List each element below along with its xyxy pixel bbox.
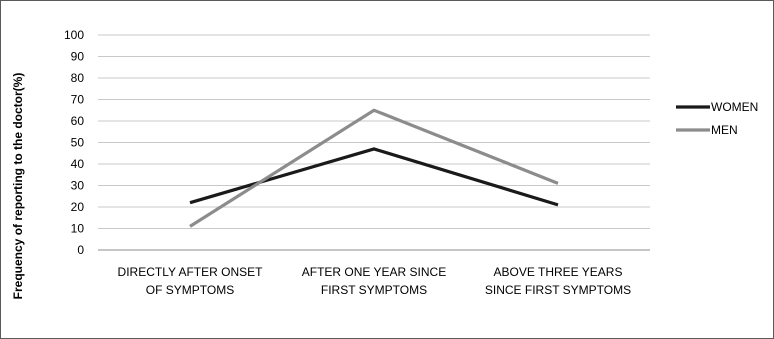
- legend-label-men: MEN: [711, 123, 738, 137]
- legend-label-women: WOMEN: [711, 100, 758, 114]
- y-tick-label: 80: [71, 71, 85, 85]
- y-tick-label: 50: [71, 136, 85, 150]
- x-category-label: AFTER ONE YEAR SINCE FIRST SYMPTOMS: [302, 265, 446, 297]
- x-category-label: DIRECTLY AFTER ONSET OF SYMPTOMS: [118, 265, 264, 297]
- x-category-labels: DIRECTLY AFTER ONSET OF SYMPTOMS AFTER ONE…: [118, 265, 632, 297]
- gridlines: [98, 34, 650, 251]
- y-tick-label: 20: [71, 200, 85, 214]
- y-tick-label: 0: [77, 243, 84, 257]
- x-category-label: ABOVE THREE YEARS SINCE FIRST SYMPTOMS: [485, 265, 631, 297]
- y-tick-label: 10: [71, 222, 85, 236]
- y-tick-label: 60: [71, 114, 85, 128]
- series-lines: [189, 108, 559, 228]
- y-tick-label: 100: [64, 28, 84, 42]
- y-tick-labels: 0 10 20 30 40 50 60 70 80 90 100: [64, 28, 84, 257]
- y-tick-label: 30: [71, 179, 85, 193]
- y-tick-label: 90: [71, 50, 85, 64]
- y-tick-label: 40: [71, 157, 85, 171]
- series-line-men: [189, 108, 559, 228]
- series-line-women: [189, 147, 559, 207]
- y-axis-label: Frequency of reporting to the doctor(%): [11, 73, 25, 300]
- legend: WOMEN MEN: [676, 100, 758, 137]
- y-tick-label: 70: [71, 93, 85, 107]
